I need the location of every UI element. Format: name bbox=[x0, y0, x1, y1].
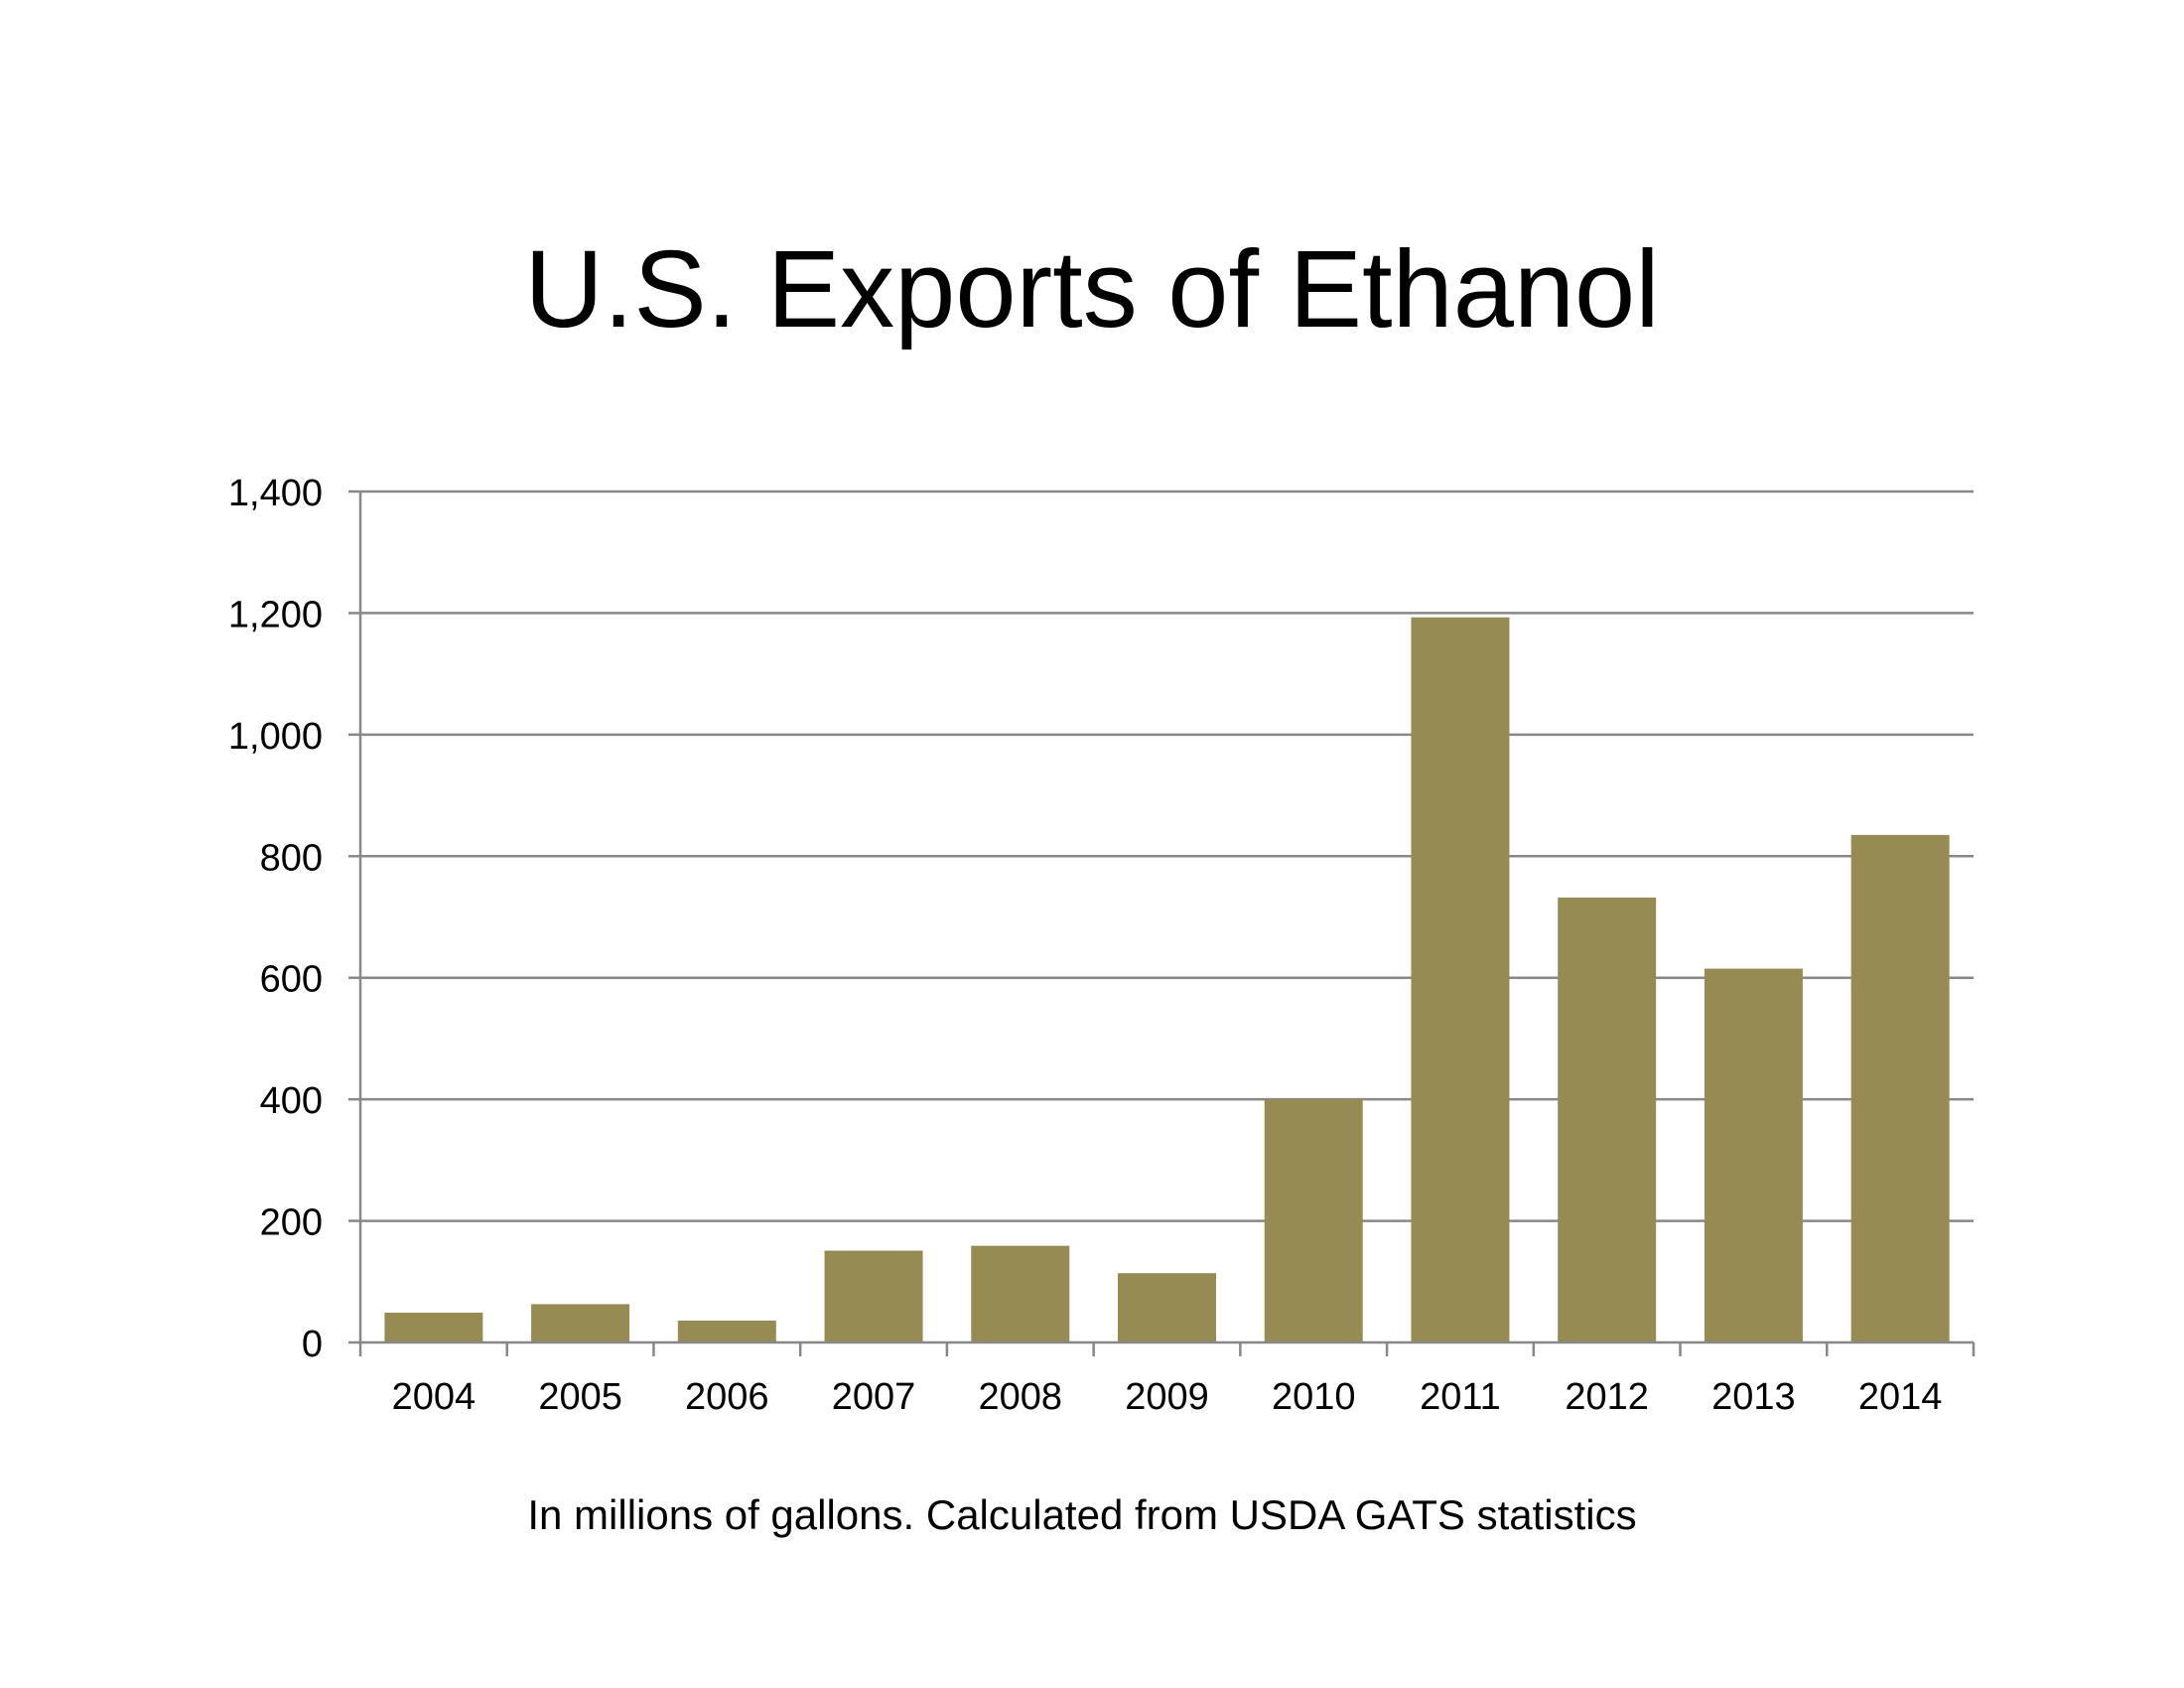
y-tick-label: 400 bbox=[260, 1080, 323, 1122]
bar-2005 bbox=[531, 1304, 630, 1342]
bar-2013 bbox=[1704, 968, 1803, 1342]
chart-title: U.S. Exports of Ethanol bbox=[524, 228, 1660, 351]
x-tick-label: 2014 bbox=[1858, 1376, 1943, 1418]
y-tick-label: 200 bbox=[260, 1202, 323, 1244]
chart-footnote: In millions of gallons. Calculated from … bbox=[527, 1491, 1637, 1538]
x-tick-label: 2012 bbox=[1565, 1376, 1649, 1418]
bar-2014 bbox=[1850, 834, 1950, 1342]
gridlines bbox=[360, 490, 1974, 1222]
tick-labels: 0 200 400 600 800 1,000 1,200 1,400 2004 2005 2006… bbox=[228, 473, 1943, 1418]
x-tick-label: 2006 bbox=[685, 1376, 769, 1418]
bar-2009 bbox=[1118, 1273, 1216, 1342]
x-tick-label: 2007 bbox=[832, 1376, 916, 1418]
axes bbox=[348, 490, 1976, 1356]
y-tick-label: 0 bbox=[302, 1324, 323, 1365]
y-tick-label: 1,400 bbox=[228, 473, 323, 514]
bar-2010 bbox=[1264, 1099, 1363, 1342]
bars bbox=[384, 617, 1950, 1342]
x-tick-label: 2008 bbox=[978, 1376, 1062, 1418]
x-tick-label: 2004 bbox=[392, 1376, 477, 1418]
bar-2006 bbox=[677, 1320, 776, 1342]
x-tick-label: 2013 bbox=[1711, 1376, 1796, 1418]
bar-2004 bbox=[384, 1313, 483, 1342]
y-tick-label: 1,200 bbox=[228, 594, 323, 635]
bar-2011 bbox=[1411, 617, 1510, 1342]
bar-2008 bbox=[971, 1245, 1070, 1342]
x-tick-label: 2009 bbox=[1125, 1376, 1209, 1418]
bar-2012 bbox=[1558, 897, 1657, 1342]
x-tick-label: 2005 bbox=[538, 1376, 622, 1418]
y-tick-label: 800 bbox=[260, 837, 323, 879]
y-tick-label: 600 bbox=[260, 959, 323, 1001]
y-tick-label: 1,000 bbox=[228, 716, 323, 758]
x-tick-label: 2011 bbox=[1420, 1376, 1501, 1418]
bar-2007 bbox=[824, 1250, 923, 1342]
x-tick-label: 2010 bbox=[1272, 1376, 1356, 1418]
